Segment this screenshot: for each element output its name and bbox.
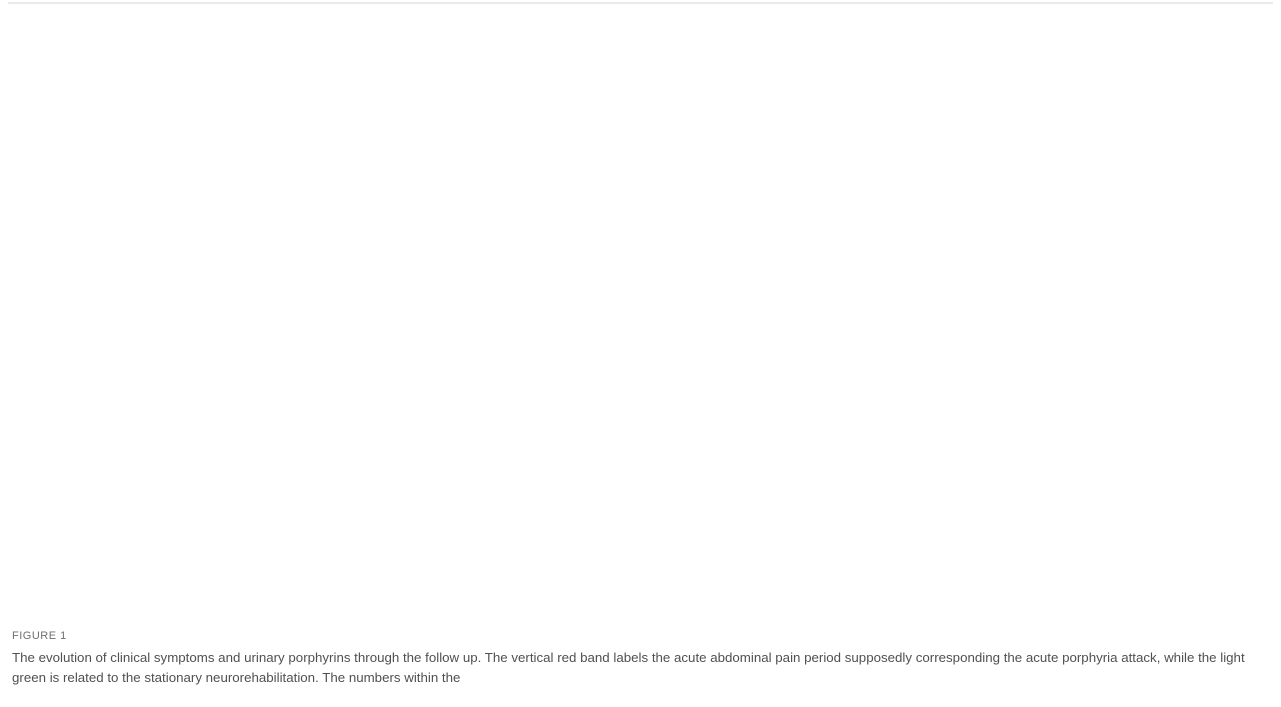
- figure-label: FIGURE 1: [12, 630, 67, 642]
- figure-caption-text: The evolution of clinical symptoms and u…: [12, 650, 1245, 685]
- figure-caption: FIGURE 1 The evolution of clinical sympt…: [12, 630, 1272, 688]
